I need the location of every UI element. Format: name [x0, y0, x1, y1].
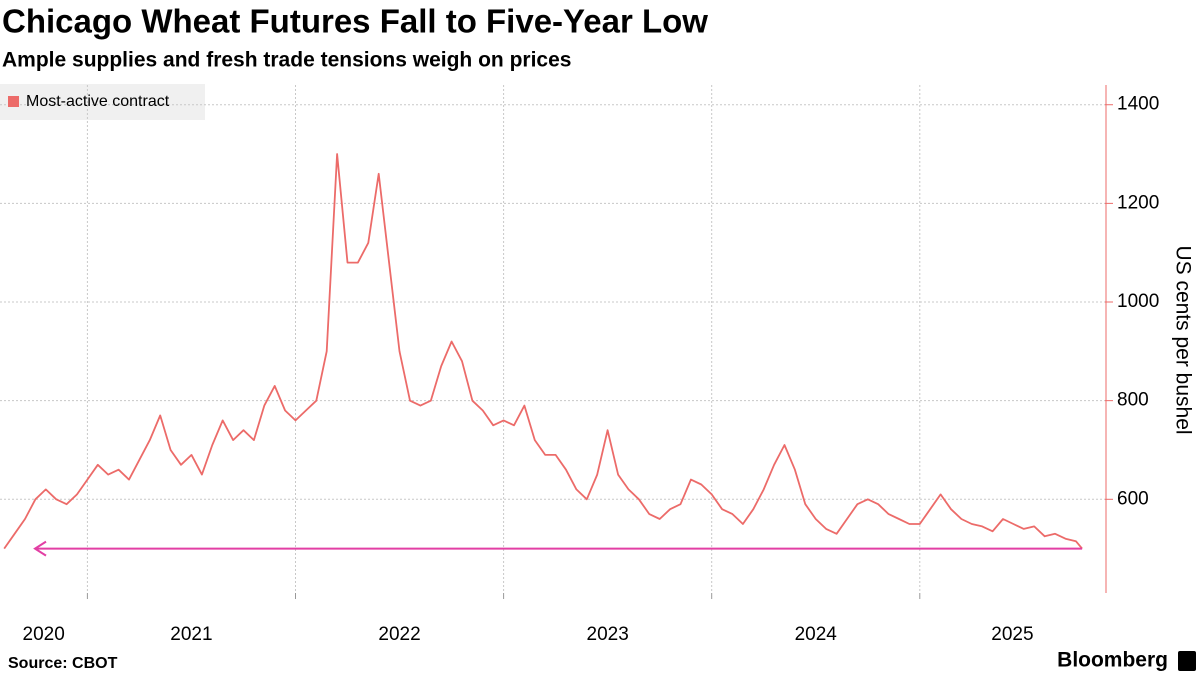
y-tick-label: 1000 — [1117, 291, 1159, 312]
y-tick-label: 800 — [1117, 390, 1149, 411]
x-tick-label: 2023 — [587, 624, 629, 645]
y-tick-label: 600 — [1117, 488, 1149, 509]
y-tick-label: 1200 — [1117, 192, 1159, 213]
brand-icon — [1178, 651, 1196, 671]
x-tick-label: 2025 — [991, 624, 1033, 645]
y-tick-label: 1400 — [1117, 94, 1159, 115]
y-axis-label: US cents per bushel — [1171, 245, 1194, 434]
legend-swatch — [8, 96, 19, 107]
x-tick-label: 2024 — [795, 624, 838, 645]
x-tick-label: 2022 — [378, 624, 420, 645]
chart-title: Chicago Wheat Futures Fall to Five-Year … — [2, 3, 708, 40]
x-tick-label: 2021 — [170, 624, 212, 645]
chart-subtitle: Ample supplies and fresh trade tensions … — [2, 49, 571, 72]
price-line — [3, 153, 1083, 550]
legend-label: Most-active contract — [26, 93, 170, 110]
legend-box — [0, 84, 205, 120]
reference-arrowhead — [33, 540, 47, 557]
x-tick-label: 2020 — [23, 624, 65, 645]
brand: Bloomberg — [1057, 649, 1168, 672]
source: Source: CBOT — [8, 655, 118, 672]
